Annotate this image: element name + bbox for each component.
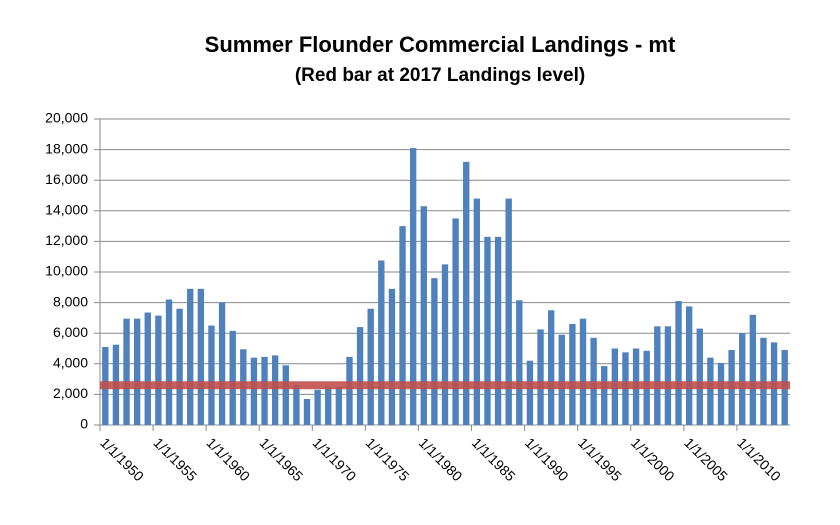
bar bbox=[526, 360, 534, 425]
bar bbox=[325, 386, 332, 425]
bar bbox=[155, 315, 162, 425]
bar bbox=[367, 308, 374, 425]
bar bbox=[696, 328, 703, 425]
bar bbox=[537, 329, 544, 425]
bar bbox=[494, 236, 502, 425]
bar bbox=[388, 288, 396, 425]
bar bbox=[229, 330, 236, 425]
x-tick-label: 1/1/1980 bbox=[416, 434, 466, 484]
bar bbox=[133, 318, 141, 425]
x-tick-label: 1/1/1975 bbox=[363, 434, 413, 484]
bar bbox=[271, 355, 279, 425]
chart-title: Summer Flounder Commercial Landings - mt bbox=[205, 32, 676, 57]
x-tick-label: 1/1/1985 bbox=[469, 434, 519, 484]
y-tick-label: 14,000 bbox=[45, 202, 88, 218]
x-tick-label: 1/1/1970 bbox=[310, 434, 360, 484]
x-tick-label: 1/1/1960 bbox=[203, 434, 253, 484]
bar bbox=[707, 357, 714, 425]
x-tick-label: 1/1/2000 bbox=[628, 434, 678, 484]
bar bbox=[505, 198, 512, 425]
bar bbox=[123, 318, 130, 425]
x-tick-label: 1/1/1955 bbox=[150, 434, 200, 484]
bar bbox=[356, 327, 364, 425]
x-tick-label: 1/1/1965 bbox=[256, 434, 306, 484]
bar bbox=[654, 326, 661, 425]
bar bbox=[579, 318, 587, 425]
bar bbox=[516, 300, 523, 425]
bar bbox=[675, 301, 682, 425]
y-tick-label: 8,000 bbox=[53, 293, 88, 309]
bar bbox=[187, 288, 194, 425]
bar bbox=[144, 312, 151, 425]
y-tick-label: 4,000 bbox=[53, 355, 88, 371]
bar bbox=[685, 306, 693, 425]
x-tick-label: 1/1/2010 bbox=[734, 434, 784, 484]
y-tick-label: 0 bbox=[80, 416, 88, 432]
x-tick-label: 1/1/1995 bbox=[575, 434, 625, 484]
chart-subtitle: (Red bar at 2017 Landings level) bbox=[295, 65, 585, 86]
y-tick-label: 12,000 bbox=[45, 232, 88, 248]
bar bbox=[261, 356, 268, 425]
y-tick-label: 16,000 bbox=[45, 171, 88, 187]
bar bbox=[749, 314, 757, 425]
bar bbox=[420, 206, 427, 425]
bar bbox=[409, 148, 417, 425]
bar bbox=[346, 356, 353, 425]
bar bbox=[601, 366, 608, 425]
bar bbox=[197, 288, 205, 425]
bar bbox=[441, 264, 449, 425]
x-tick-label: 1/1/1950 bbox=[97, 434, 147, 484]
bar bbox=[208, 325, 215, 425]
x-tick-label: 1/1/1990 bbox=[522, 434, 572, 484]
bar bbox=[314, 389, 321, 425]
bar bbox=[250, 357, 258, 425]
bar bbox=[335, 386, 343, 425]
bar bbox=[165, 299, 173, 425]
y-tick-label: 20,000 bbox=[45, 110, 88, 126]
bar bbox=[463, 161, 470, 425]
bar bbox=[176, 308, 183, 425]
bar bbox=[484, 236, 491, 425]
bar bbox=[547, 310, 555, 425]
bar bbox=[717, 363, 725, 425]
x-tick-label: 1/1/2005 bbox=[681, 434, 731, 484]
bar bbox=[399, 226, 406, 425]
bar bbox=[303, 398, 311, 425]
y-tick-label: 2,000 bbox=[53, 385, 88, 401]
bar bbox=[569, 324, 576, 425]
bar bbox=[218, 302, 226, 425]
y-tick-label: 6,000 bbox=[53, 324, 88, 340]
bar bbox=[431, 278, 438, 425]
bar bbox=[558, 334, 565, 425]
bar bbox=[473, 198, 481, 425]
bar bbox=[293, 385, 300, 425]
y-tick-label: 18,000 bbox=[45, 140, 88, 156]
bar bbox=[378, 260, 385, 425]
bar bbox=[664, 326, 672, 425]
bar bbox=[282, 365, 289, 425]
bar bbox=[739, 333, 746, 425]
y-tick-label: 10,000 bbox=[45, 263, 88, 279]
bar bbox=[452, 218, 459, 425]
